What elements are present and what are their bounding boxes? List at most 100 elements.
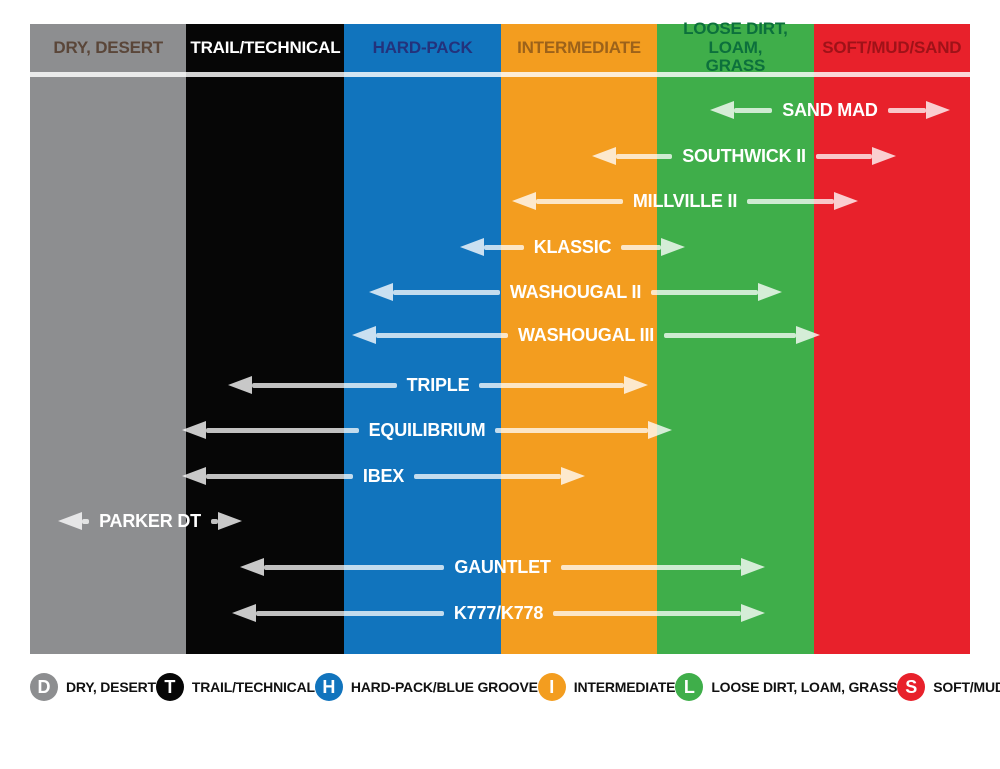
arrow-line xyxy=(376,332,508,338)
terrain-columns: DRY, DESERT TRAIL/TECHNICAL HARD-PACK INTER… xyxy=(30,19,971,654)
arrow-left-icon xyxy=(512,192,536,210)
arrow-line xyxy=(651,289,758,295)
arrow-line xyxy=(747,198,835,204)
column-trail-technical: TRAIL/TECHNICAL xyxy=(186,24,345,654)
arrow-right-icon xyxy=(926,101,950,119)
arrow-line xyxy=(479,382,624,388)
arrow-line xyxy=(616,153,673,159)
tire-range-arrows: SAND MAD SOUTHWICK II MILLVILLE II KLASSIC W… xyxy=(30,24,970,654)
arrow-line xyxy=(815,153,872,159)
arrow-left-icon xyxy=(182,467,206,485)
arrow-line xyxy=(484,244,524,250)
legend-label: INTERMEDIATE xyxy=(573,679,676,695)
arrow-right-icon xyxy=(834,192,859,210)
arrow-line xyxy=(393,289,500,295)
tire-range-gauntlet: GAUNTLET xyxy=(240,554,766,580)
tire-range-triple: TRIPLE xyxy=(228,372,648,398)
arrow-line xyxy=(264,564,445,570)
tire-name: SOUTHWICK II xyxy=(682,146,806,166)
tire-name: PARKER DT xyxy=(99,511,201,531)
tire-name: WASHOUGAL III xyxy=(517,325,655,345)
tire-range-washougal-ii: WASHOUGAL II xyxy=(369,279,782,305)
tire-name: IBEX xyxy=(362,466,405,486)
legend-label: SOFT/MUD/SAND xyxy=(933,679,1000,695)
tire-name: TRIPLE xyxy=(406,375,470,395)
column-header-trail-technical: TRAIL/TECHNICAL xyxy=(190,37,341,57)
tire-name: GAUNTLET xyxy=(454,557,551,577)
arrow-right-icon xyxy=(796,326,821,344)
arrow-line xyxy=(887,107,926,113)
arrow-right-icon xyxy=(561,467,585,485)
legend-d-icon: D xyxy=(30,673,58,701)
arrow-line xyxy=(734,107,773,113)
tire-range-parker-dt: PARKER DT xyxy=(58,508,242,534)
legend-label: TRAIL/TECHNICAL xyxy=(191,679,315,695)
arrow-left-icon xyxy=(592,147,616,165)
column-intermediate: INTERMEDIATE xyxy=(500,24,658,654)
arrow-line xyxy=(82,518,90,524)
arrow-left-icon xyxy=(240,558,264,576)
column-header-dry-desert: DRY, DESERT xyxy=(53,37,163,57)
arrow-line xyxy=(621,244,662,250)
arrow-line xyxy=(206,473,353,479)
arrow-left-icon xyxy=(58,512,82,530)
arrow-right-icon xyxy=(624,376,648,394)
legend-item-s: S SOFT/MUD/SAND xyxy=(897,673,1000,701)
arrow-left-icon xyxy=(710,101,734,119)
column-loose-dirt: LOOSE DIRT, LOAM, GRASS xyxy=(657,19,814,654)
arrow-right-icon xyxy=(661,238,686,256)
tire-range-millville-ii: MILLVILLE II xyxy=(512,188,859,214)
tire-name: SAND MAD xyxy=(782,100,878,120)
arrow-right-icon xyxy=(218,512,242,530)
tire-range-k777-k778: K777/K778 xyxy=(232,600,766,626)
arrow-line xyxy=(206,427,359,433)
tire-name: KLASSIC xyxy=(533,237,612,257)
tire-name: K777/K778 xyxy=(453,603,544,623)
tire-range-ibex: IBEX xyxy=(182,463,585,489)
arrow-right-icon xyxy=(741,604,766,622)
arrow-right-icon xyxy=(758,283,782,301)
tire-range-sand-mad: SAND MAD xyxy=(710,97,950,123)
column-header-soft-mud-sand: SOFT/MUD/SAND xyxy=(822,37,962,57)
column-soft-mud-sand: SOFT/MUD/SAND xyxy=(813,24,971,654)
legend-label: LOOSE DIRT, LOAM, GRASS xyxy=(711,679,898,695)
tire-range-southwick-ii: SOUTHWICK II xyxy=(592,143,896,169)
legend-i-icon: I xyxy=(537,673,566,701)
arrow-line xyxy=(560,564,742,570)
arrow-right-icon xyxy=(872,147,896,165)
legend-item-t: T TRAIL/TECHNICAL xyxy=(155,673,315,701)
legend-label: DRY, DESERT xyxy=(66,679,156,695)
arrow-line xyxy=(495,427,649,433)
tire-name: WASHOUGAL II xyxy=(509,282,642,302)
legend-h-icon: H xyxy=(314,673,343,701)
tire-range-washougal-iii: WASHOUGAL III xyxy=(352,322,821,348)
tire-range-equilibrium: EQUILIBRIUM xyxy=(182,417,673,443)
arrow-left-icon xyxy=(369,283,393,301)
legend-item-i: I INTERMEDIATE xyxy=(537,673,676,701)
legend-item-d: D DRY, DESERT xyxy=(30,673,156,701)
tire-name: MILLVILLE II xyxy=(632,191,738,211)
legend-item-l: L LOOSE DIRT, LOAM, GRASS xyxy=(675,673,897,701)
column-header-hard-pack: HARD-PACK xyxy=(372,37,473,57)
legend-label: HARD-PACK/BLUE GROOVE xyxy=(350,679,538,695)
arrow-line xyxy=(252,382,397,388)
column-header-intermediate: INTERMEDIATE xyxy=(517,37,641,57)
arrow-left-icon xyxy=(352,326,376,344)
arrow-left-icon xyxy=(228,376,252,394)
terrain-legend: D DRY, DESERT T TRAIL/TECHNICAL H HARD-PACK/B… xyxy=(30,668,1000,706)
header-separator-line xyxy=(30,72,970,77)
arrow-right-icon xyxy=(648,421,673,439)
legend-l-icon: L xyxy=(675,673,704,701)
column-dry-desert: DRY, DESERT xyxy=(30,24,187,654)
arrow-left-icon xyxy=(232,604,256,622)
arrow-line xyxy=(256,610,444,616)
arrow-line xyxy=(553,610,742,616)
arrow-left-icon xyxy=(460,238,484,256)
column-header-loose-dirt: LOOSE DIRT, LOAM, GRASS xyxy=(683,19,788,76)
arrow-line xyxy=(210,518,218,524)
arrow-left-icon xyxy=(182,421,206,439)
legend-s-icon: S xyxy=(897,673,926,701)
tire-range-klassic: KLASSIC xyxy=(460,234,686,260)
arrow-line xyxy=(536,198,623,204)
